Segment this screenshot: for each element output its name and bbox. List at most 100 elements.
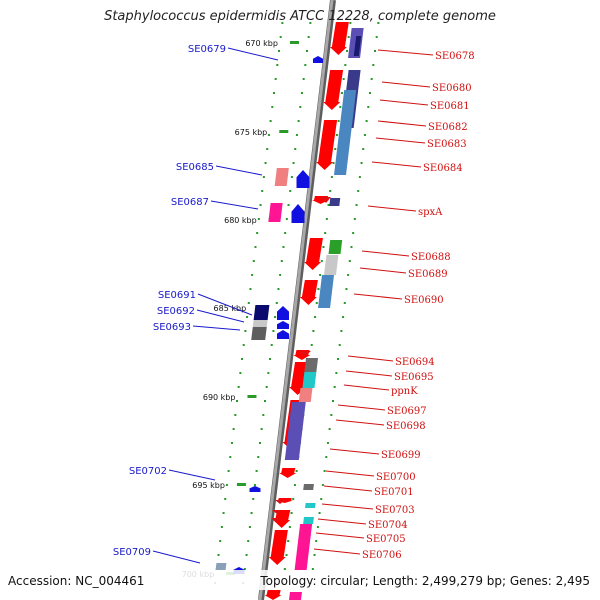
right-label-leader (345, 370, 393, 377)
gene-block-pink (274, 168, 289, 186)
right-gene-label: SE0698 (386, 421, 426, 432)
track-dot (353, 218, 356, 220)
track-dot (367, 106, 370, 108)
track-dot (230, 442, 233, 444)
track-dot (276, 64, 279, 66)
track-dot (234, 414, 237, 416)
track-dot (318, 512, 321, 514)
genome-summary-text: Topology: circular; Length: 2,499,279 bp… (260, 574, 590, 588)
track-dot (309, 22, 312, 24)
track-dot (272, 92, 275, 94)
track-dot (335, 134, 338, 136)
track-dot (277, 288, 280, 290)
right-gene-label: SE0680 (432, 83, 472, 94)
forward-gene-arrow (279, 468, 297, 478)
genome-title: Staphylococcus epidermidis ATCC 12228, c… (104, 9, 496, 24)
track-dot (292, 498, 295, 500)
gene-block-navy (253, 305, 270, 320)
right-gene-label: SE0689 (408, 269, 448, 280)
gene-block-magenta (268, 203, 283, 222)
track-dot (285, 554, 288, 556)
track-dot (224, 498, 227, 500)
track-dot (275, 302, 278, 304)
track-dot (248, 526, 251, 528)
track-dot (252, 260, 255, 262)
track-dot (330, 176, 333, 178)
track-dot (320, 498, 323, 500)
track-dot (284, 232, 287, 234)
track-dot (337, 358, 340, 360)
right-gene-label: SE0700 (376, 472, 416, 483)
right-label-leader (313, 548, 361, 555)
right-gene-label: SE0683 (427, 139, 467, 150)
right-gene-label: SE0695 (394, 372, 434, 383)
track-dot (307, 36, 310, 38)
track-dot (241, 358, 244, 360)
track-dot (269, 358, 272, 360)
track-dot (372, 64, 375, 66)
right-label-leader (337, 404, 386, 411)
track-dot (306, 50, 308, 52)
track-dot (255, 470, 258, 472)
track-dot (227, 470, 230, 472)
track-dot (256, 232, 259, 234)
track-dot (272, 330, 275, 332)
right-label-leader (375, 137, 426, 144)
track-dot (279, 274, 282, 276)
track-dot (332, 162, 335, 164)
forward-gene-arrow (316, 120, 338, 170)
track-dot (249, 288, 252, 290)
gene-block-grey (251, 327, 267, 340)
right-gene-label: ppnK (391, 386, 418, 397)
track-dot (342, 316, 345, 318)
track-dot (262, 414, 265, 416)
track-dot (342, 78, 345, 80)
track-dot (270, 344, 273, 346)
track-dot (310, 344, 313, 346)
track-dot (344, 64, 347, 66)
track-dot (290, 512, 293, 514)
track-dot (334, 148, 337, 150)
track-dot (330, 414, 333, 416)
track-dot (217, 554, 220, 556)
track-dot (257, 456, 260, 458)
right-gene-label: SE0706 (362, 550, 402, 561)
track-dot (323, 470, 326, 472)
right-label-leader (317, 518, 367, 525)
gene-block-cyan (303, 517, 314, 524)
right-gene-label: SE0690 (404, 295, 444, 306)
track-dot (339, 106, 342, 108)
track-dot (247, 302, 250, 304)
right-label-leader (347, 355, 394, 362)
right-label-leader (315, 532, 365, 539)
scale-tick-label: 675 kbp (235, 128, 268, 137)
scale-tick-label: 695 kbp (192, 481, 225, 490)
right-label-leader (371, 161, 422, 168)
gene-block-navy (329, 198, 341, 206)
track-dot (363, 134, 366, 136)
track-dot (322, 246, 325, 248)
track-dot (271, 106, 274, 108)
track-dot (278, 50, 280, 52)
track-dot (302, 78, 305, 80)
gene-block-navy (353, 36, 362, 56)
right-gene-label: SE0705 (366, 534, 406, 545)
scale-tick-label: 670 kbp (245, 39, 278, 48)
track-dot (280, 260, 283, 262)
right-gene-label: SE0688 (411, 252, 451, 263)
left-gene-label: SE0693 (153, 322, 191, 333)
gene-block-pink (298, 388, 313, 402)
track-dot (257, 218, 260, 220)
track-dot (274, 78, 277, 80)
track-dot (346, 50, 348, 52)
left-gene-label: SE0692 (157, 306, 195, 317)
track-dot (374, 50, 376, 52)
track-dot (251, 274, 254, 276)
backbone-line (258, 0, 334, 600)
right-gene-label: SE0694 (395, 357, 435, 368)
right-label-leader (377, 49, 434, 56)
track-dot (246, 316, 249, 318)
track-dot (295, 134, 298, 136)
track-dot (337, 120, 340, 122)
right-label-leader (361, 250, 410, 257)
